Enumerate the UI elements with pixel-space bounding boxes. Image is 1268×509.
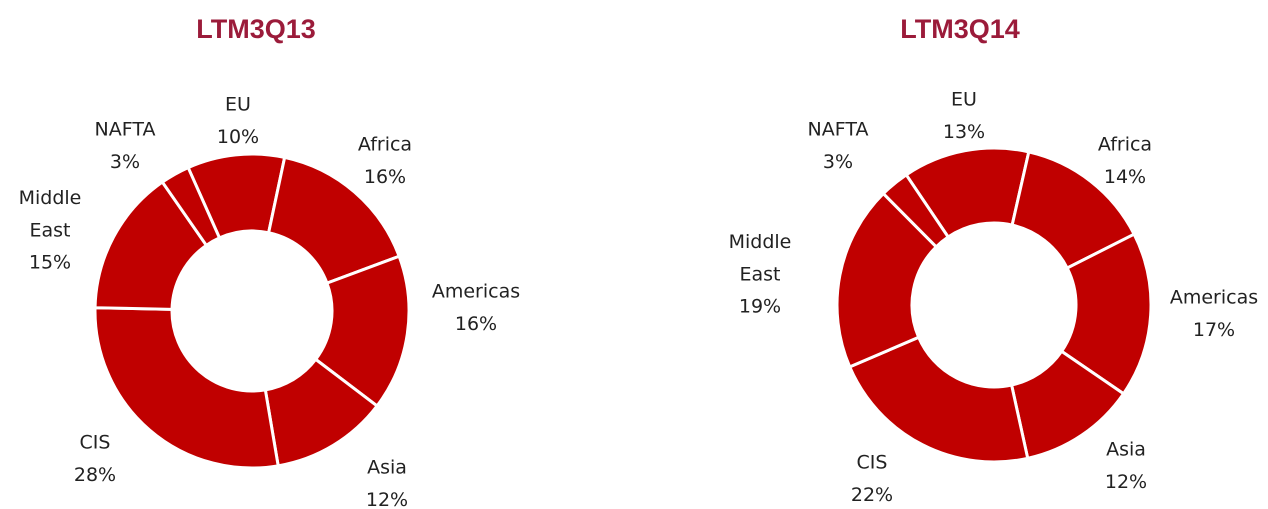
category-label: EU <box>225 94 251 116</box>
category-label: EU <box>951 89 977 111</box>
value-label: 10% <box>217 126 259 148</box>
value-label: 14% <box>1104 166 1146 188</box>
donut-segment <box>881 172 951 249</box>
donut-segment <box>313 254 411 409</box>
donut-segment <box>1059 232 1153 396</box>
category-label: Middle East <box>19 187 82 242</box>
donut-segment <box>266 155 402 286</box>
value-label: 16% <box>455 313 497 335</box>
value-label: 12% <box>366 489 408 509</box>
chart-title: LTM3Q14 <box>900 14 1020 44</box>
value-label: 16% <box>364 166 406 188</box>
value-label: 17% <box>1193 319 1235 341</box>
category-label: NAFTA <box>95 119 156 141</box>
value-label: 3% <box>110 151 140 173</box>
category-label: Africa <box>358 134 412 156</box>
category-label: CIS <box>80 432 111 454</box>
category-label: Asia <box>367 457 407 479</box>
value-label: 28% <box>74 464 116 486</box>
category-label: CIS <box>857 452 888 474</box>
value-label: 15% <box>29 252 71 274</box>
value-label: 12% <box>1105 471 1147 493</box>
donut-segment <box>835 191 939 369</box>
category-label: Americas <box>1170 287 1258 309</box>
chart-title: LTM3Q13 <box>196 14 316 44</box>
value-label: 13% <box>943 121 985 143</box>
value-label: 3% <box>823 151 853 173</box>
category-label: Middle East <box>729 231 792 286</box>
category-label: Americas <box>432 281 520 303</box>
category-label: Africa <box>1098 134 1152 156</box>
value-label: 22% <box>851 484 893 506</box>
category-label: NAFTA <box>808 119 869 141</box>
donut-segment <box>847 335 1030 464</box>
donut-segment <box>160 165 222 248</box>
category-label: Asia <box>1106 439 1146 461</box>
donut-segment <box>93 306 280 470</box>
value-label: 19% <box>739 296 781 318</box>
